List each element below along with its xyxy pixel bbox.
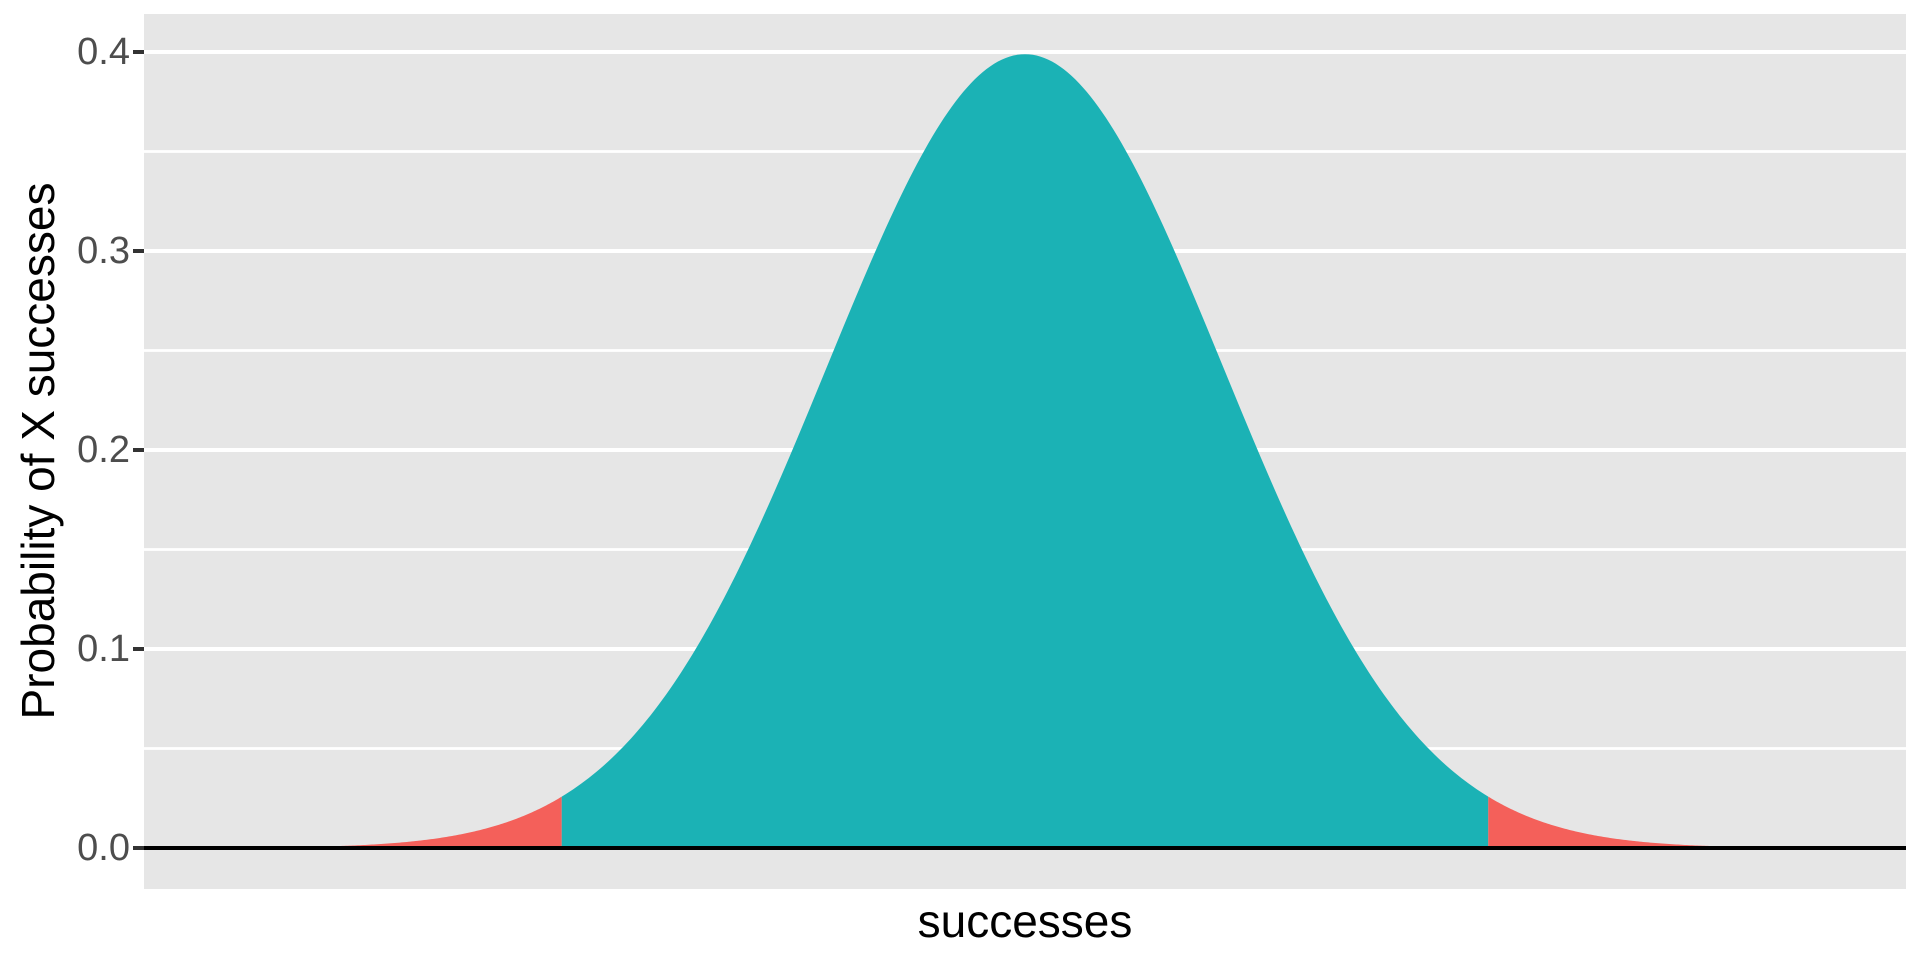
y-tick-mark xyxy=(133,50,144,54)
y-tick-label: 0.1 xyxy=(77,628,130,670)
y-tick-label: 0.4 xyxy=(77,31,130,73)
y-tick-mark xyxy=(133,448,144,452)
distribution-chart xyxy=(144,50,1906,851)
y-tick-label: 0.2 xyxy=(77,429,130,471)
lower-tail-region xyxy=(144,796,562,849)
y-tick-label: 0.3 xyxy=(77,230,130,272)
x-axis-title: successes xyxy=(917,895,1133,947)
center-region xyxy=(561,54,1489,849)
y-axis-title: Probability of X successes xyxy=(12,182,64,720)
y-tick-mark xyxy=(133,647,144,651)
plot-panel xyxy=(144,14,1906,889)
y-tick-mark xyxy=(133,846,144,850)
y-tick-mark xyxy=(133,249,144,253)
upper-tail-region xyxy=(1488,796,1906,849)
y-tick-label: 0.0 xyxy=(77,827,130,869)
